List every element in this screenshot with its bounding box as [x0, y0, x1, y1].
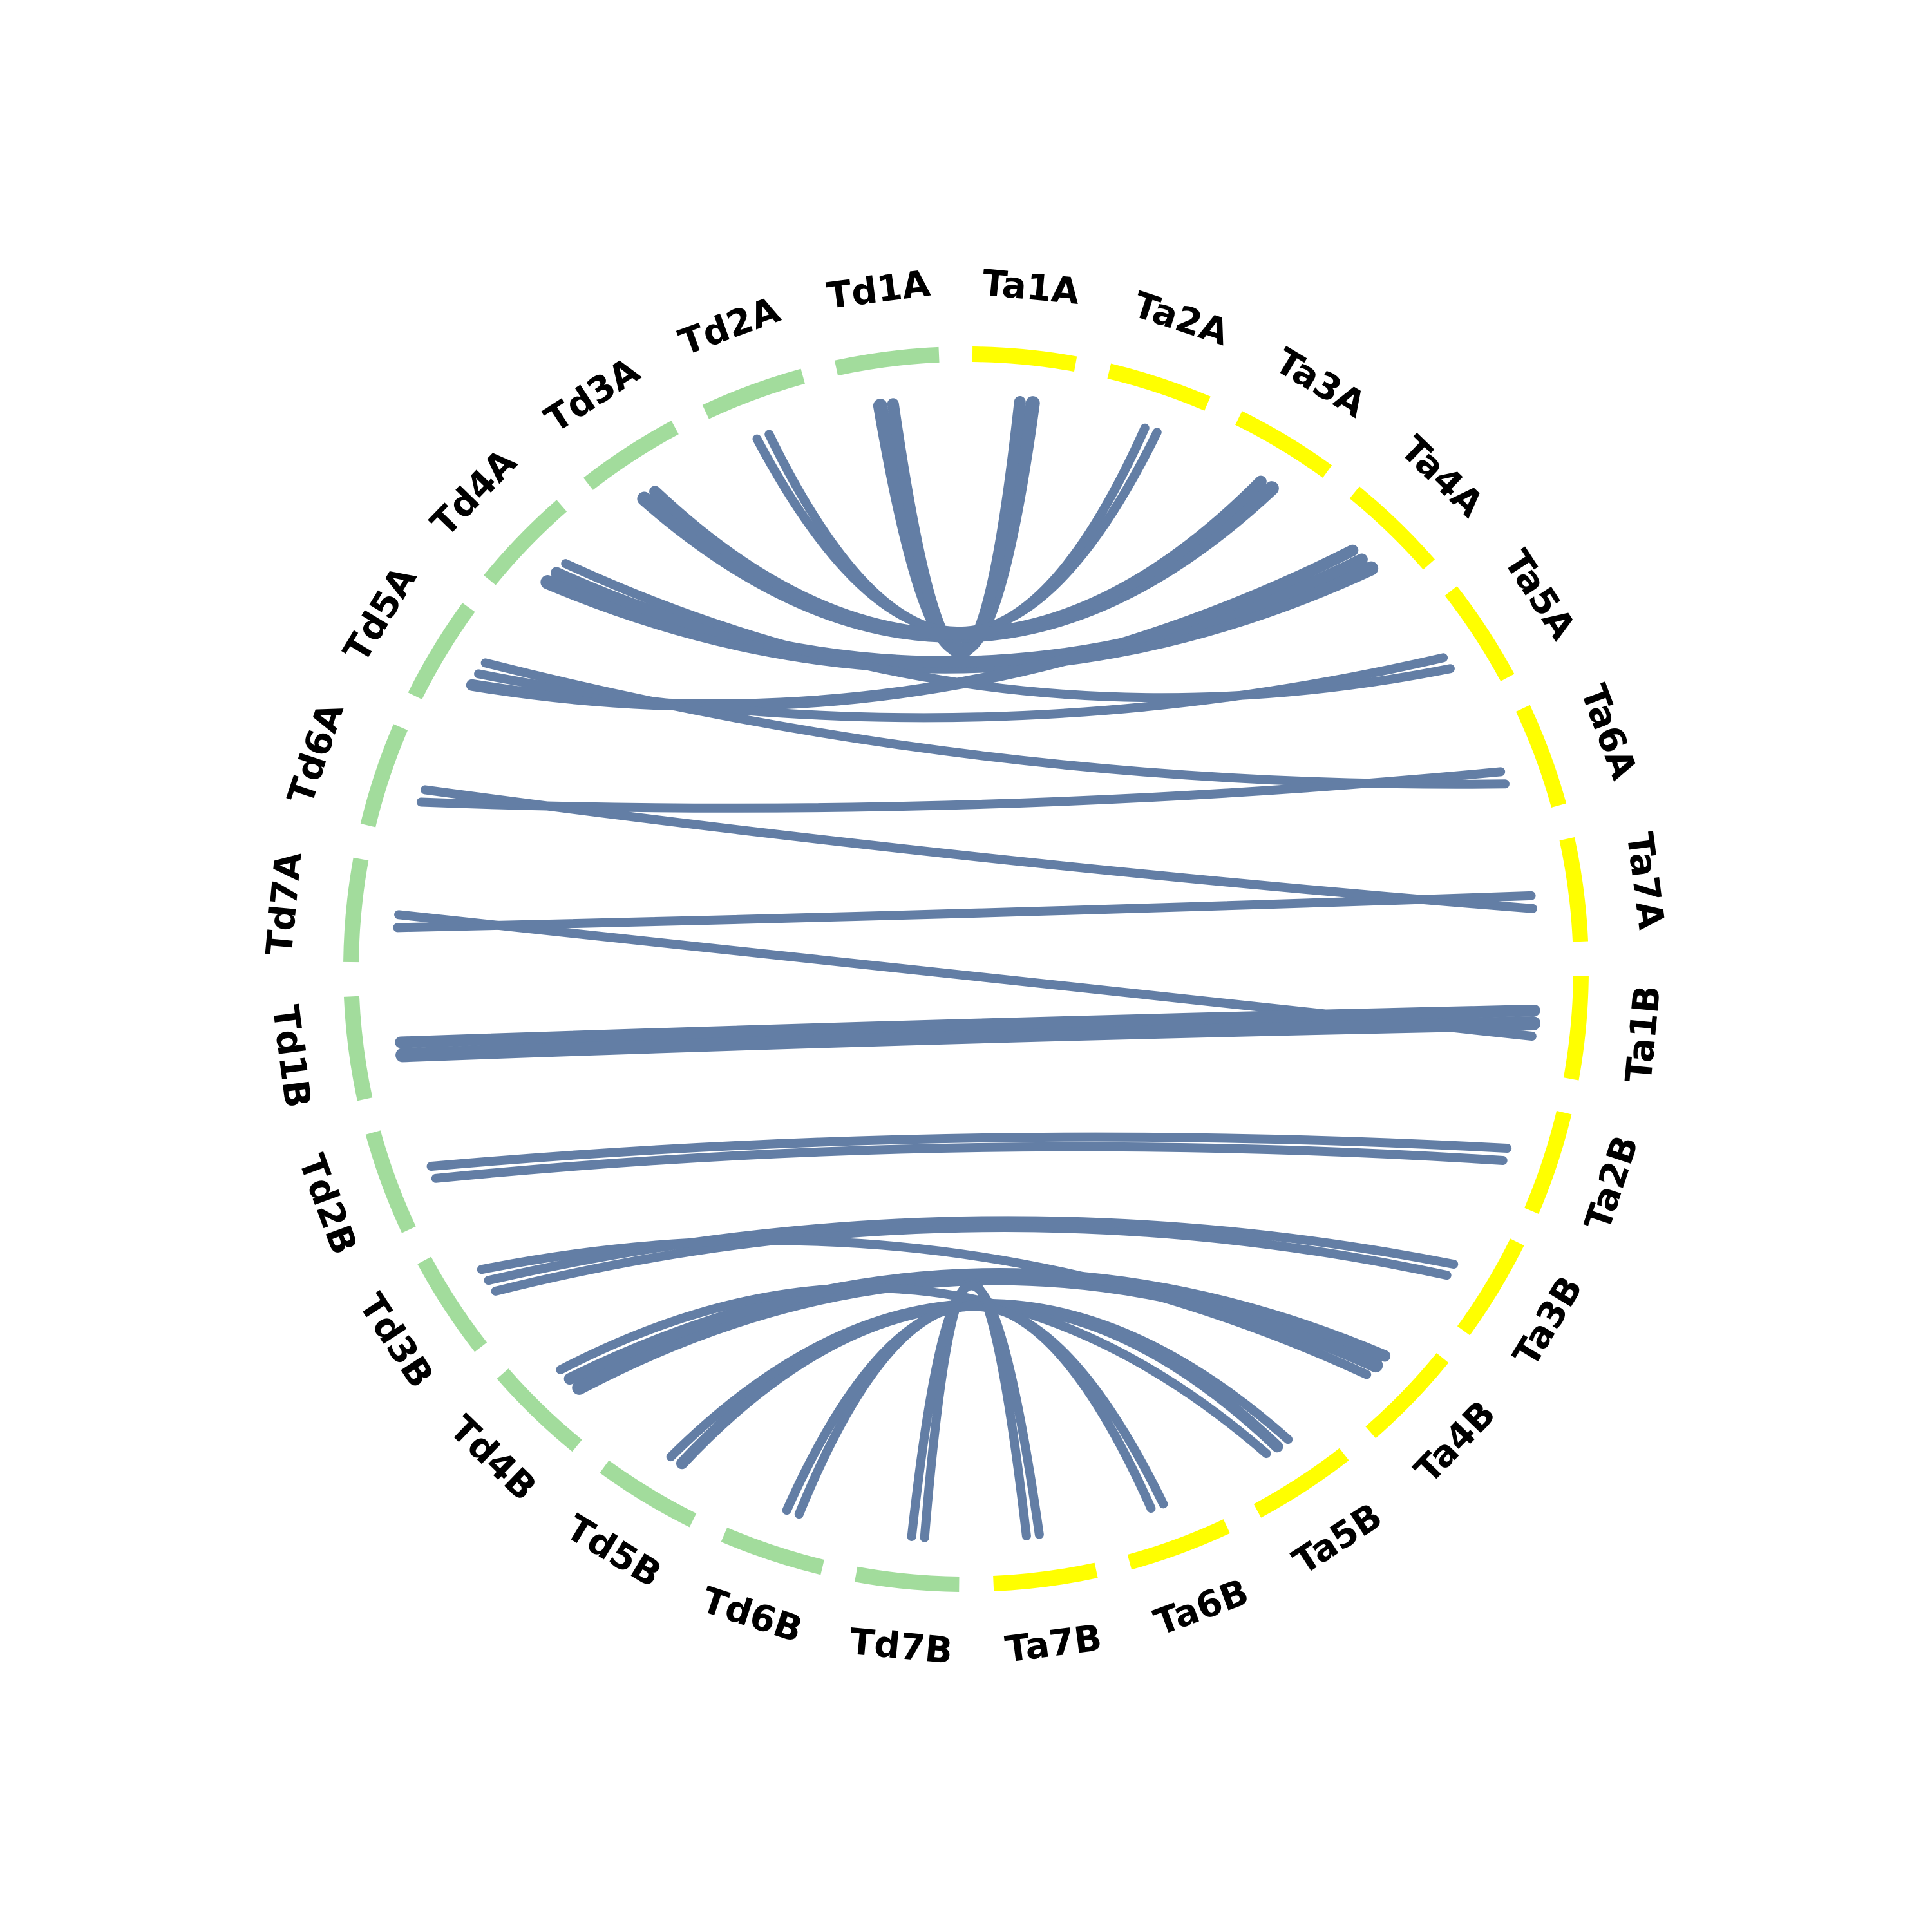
link-td6a-ta7a: [421, 785, 1537, 913]
links-layer: [393, 395, 1540, 1542]
label-ta7a: Ta7A: [1618, 830, 1672, 933]
segment-td6a: [360, 724, 408, 828]
segment-ta3a: [1235, 411, 1332, 478]
label-ta2a: Ta2A: [1128, 284, 1234, 354]
label-td5b: Td5B: [559, 1507, 668, 1596]
label-ta5b: Ta5B: [1285, 1495, 1390, 1584]
segment-ta7a: [1559, 837, 1589, 942]
segment-ta1a: [972, 346, 1077, 372]
link-td3b-ta3b: [491, 1223, 1452, 1296]
label-td7a: Td7A: [258, 850, 310, 958]
label-ta5a: Ta5A: [1495, 543, 1584, 648]
link-td6b-ta6b: [782, 1302, 1168, 1515]
segment-td4a: [484, 500, 567, 585]
segment-ta4b: [1365, 1353, 1449, 1439]
link-td2b-ta2b: [431, 1142, 1508, 1183]
segment-td2a: [702, 368, 805, 419]
label-td1b: Td1B: [264, 1003, 319, 1110]
segment-td3b: [417, 1256, 488, 1352]
link-td3a-ta3a: [649, 475, 1267, 640]
link-td4a-ta5a: [561, 559, 1455, 703]
label-ta3b: Ta3B: [1505, 1269, 1591, 1374]
segment-ta2b: [1524, 1110, 1572, 1215]
label-td1a: Td1A: [824, 263, 933, 317]
label-td2b: Td2B: [290, 1149, 365, 1260]
link-td3b-ta4b: [477, 1236, 1372, 1379]
label-ta6b: Ta6B: [1149, 1571, 1255, 1644]
label-td5a: Td5A: [336, 559, 425, 670]
link-td4b-ta4b: [564, 1268, 1391, 1385]
segment-td3a: [583, 421, 679, 490]
segment-td6b: [721, 1528, 824, 1575]
segments-layer: [343, 346, 1589, 1592]
segment-ta7b: [993, 1562, 1098, 1592]
link-td6a-ta6a: [416, 767, 1506, 813]
link-td5a-ta4a: [466, 544, 1359, 711]
segment-td5b: [600, 1460, 697, 1528]
label-td6a: Td6A: [280, 697, 352, 810]
label-ta2b: Ta2B: [1577, 1130, 1647, 1235]
label-ta6a: Ta6A: [1572, 679, 1645, 785]
segment-td4b: [497, 1368, 582, 1452]
segment-td5a: [408, 603, 475, 700]
label-td3a: Td3A: [538, 349, 648, 440]
segment-td7a: [343, 857, 369, 963]
label-ta3a: Ta3A: [1268, 340, 1373, 426]
segment-ta6a: [1515, 705, 1567, 808]
label-ta1b: Ta1B: [1618, 983, 1669, 1084]
label-td6b: Td6B: [697, 1579, 808, 1651]
label-ta7b: Ta7B: [1003, 1617, 1104, 1671]
segment-td1a: [834, 346, 940, 376]
segment-ta6b: [1127, 1519, 1230, 1570]
link-td7b-ta7b: [920, 1278, 1031, 1542]
segment-ta3b: [1457, 1238, 1524, 1336]
link-td7a-ta7a: [393, 891, 1536, 933]
link-td1a-ta1a: [887, 395, 1026, 659]
label-ta4a: Ta4A: [1392, 428, 1492, 526]
segment-ta5b: [1253, 1448, 1349, 1518]
label-td4b: Td4B: [441, 1407, 544, 1509]
segment-ta2a: [1107, 363, 1211, 411]
segment-ta5a: [1444, 586, 1515, 681]
link-td4a-ta4a: [551, 553, 1368, 668]
segment-td2b: [365, 1130, 416, 1233]
label-td3b: Td3B: [350, 1286, 442, 1395]
link-td4b-ta5b: [556, 1283, 1271, 1459]
label-td7b: Td7B: [848, 1621, 954, 1672]
segment-ta4a: [1349, 486, 1435, 570]
link-td5b-ta5b: [676, 1299, 1283, 1470]
segment-td7b: [855, 1566, 960, 1592]
link-td1b-ta1b: [395, 1016, 1540, 1063]
segment-td1b: [343, 996, 373, 1101]
link-td2b-ta2b: [426, 1132, 1512, 1171]
segment-ta1b: [1563, 976, 1589, 1081]
label-ta1a: Ta1A: [980, 262, 1081, 313]
link-td7b-ta7b: [907, 1281, 1044, 1541]
link-td3b-ta3b: [484, 1216, 1459, 1285]
label-td4a: Td4A: [423, 441, 526, 545]
label-td2a: Td2A: [674, 289, 786, 365]
label-ta4b: Ta4B: [1406, 1393, 1504, 1492]
link-td1b-ta1b: [395, 1005, 1540, 1048]
